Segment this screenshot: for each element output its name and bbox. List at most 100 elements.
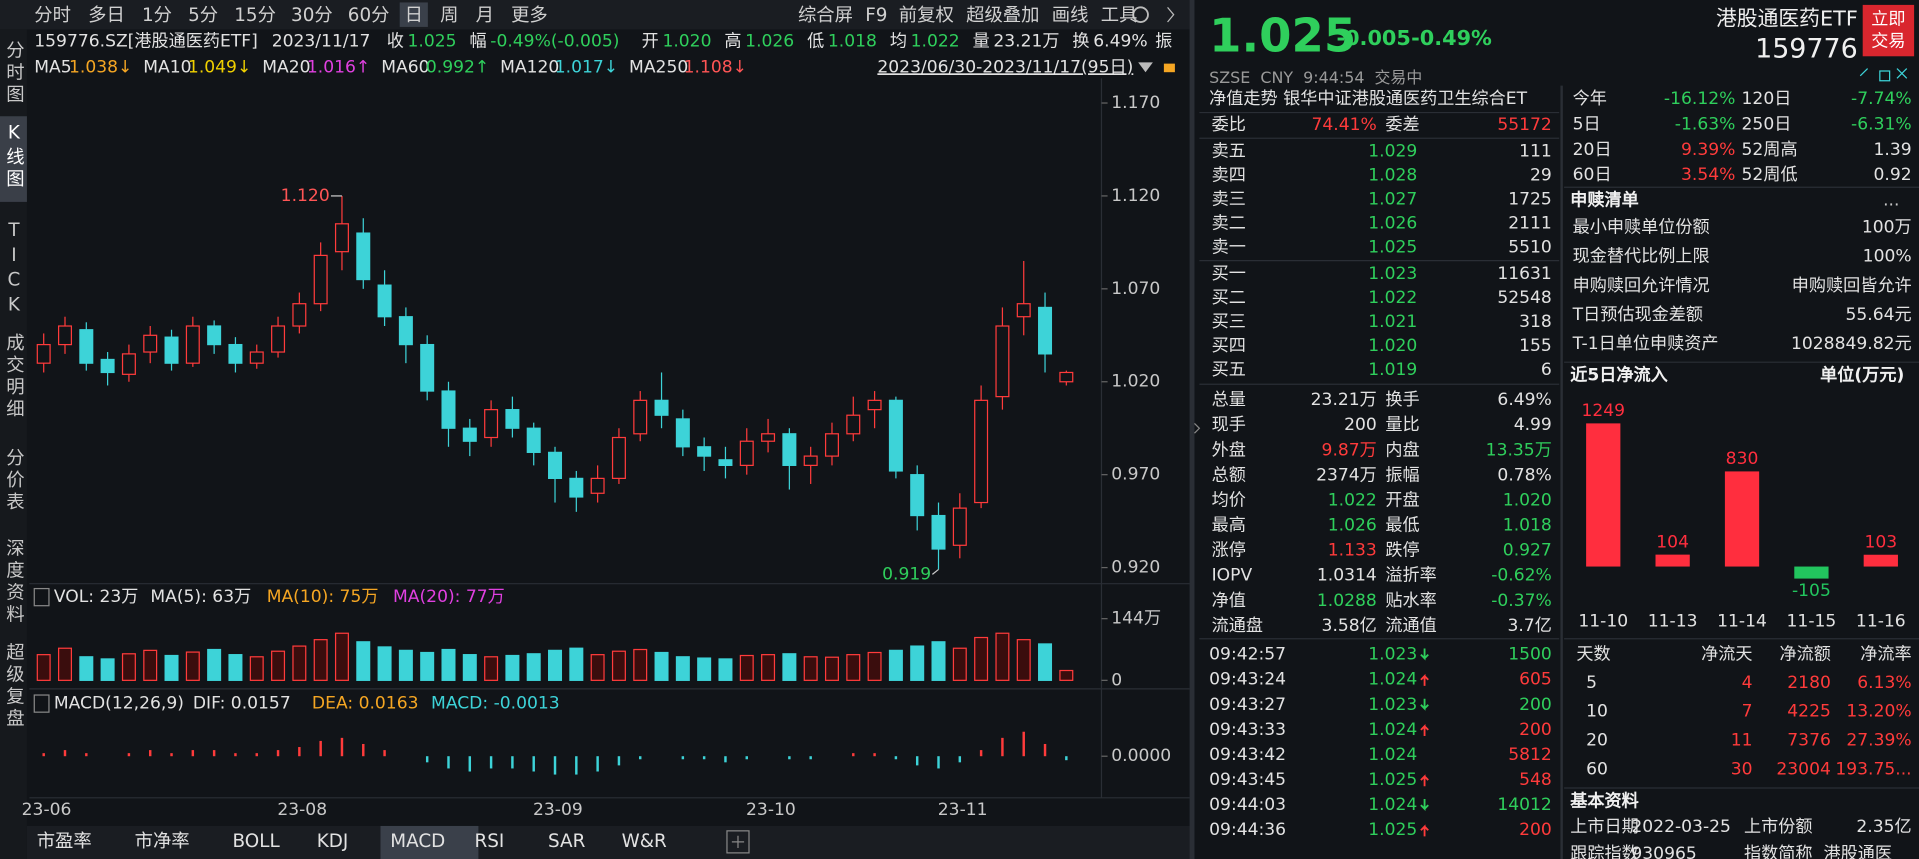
toolbar-bg bbox=[0, 0, 1190, 30]
period-tab[interactable]: 月 bbox=[476, 5, 494, 26]
sidebar-tab[interactable]: TICK bbox=[3, 220, 24, 319]
indicator-tab[interactable]: BOLL bbox=[233, 831, 281, 852]
help-icon[interactable] bbox=[33, 694, 50, 713]
candle-body bbox=[846, 414, 861, 435]
panel-icons[interactable] bbox=[1859, 68, 1908, 82]
candle-body bbox=[1016, 303, 1031, 318]
period-tab[interactable]: 1分 bbox=[142, 5, 172, 26]
ma-label: MA120 bbox=[500, 57, 559, 77]
tabs-bg bbox=[26, 825, 1190, 859]
stat-label: 内盘 bbox=[1385, 440, 1419, 460]
period-tab[interactable]: 15分 bbox=[234, 5, 276, 26]
period-tab[interactable]: 30分 bbox=[291, 5, 333, 26]
period-tab[interactable]: 周 bbox=[440, 5, 458, 26]
tool-button[interactable]: 工具 bbox=[1101, 5, 1138, 26]
stat-value: 9.87万 bbox=[1322, 440, 1377, 460]
period-tab[interactable]: 60分 bbox=[348, 5, 390, 26]
book-volume: 11631 bbox=[1497, 264, 1551, 284]
help-icon[interactable] bbox=[33, 587, 50, 607]
period-tab[interactable]: 日 bbox=[405, 5, 423, 26]
candle-body bbox=[164, 336, 179, 364]
sidebar-tab[interactable]: K线图 bbox=[3, 122, 24, 191]
table-cell: 4225 bbox=[1787, 702, 1831, 722]
info-label: 振 bbox=[1155, 32, 1172, 52]
expand-icon[interactable] bbox=[1167, 6, 1175, 23]
candle-body bbox=[143, 334, 158, 353]
perf-label: 52周高 bbox=[1742, 140, 1798, 160]
add-tab-icon[interactable] bbox=[726, 830, 750, 854]
period-tab[interactable]: 分时 bbox=[34, 5, 71, 26]
basic-value: 2.35亿 bbox=[1856, 817, 1911, 837]
trade-price: 1.025 bbox=[1368, 820, 1417, 840]
settings-icon[interactable] bbox=[1132, 6, 1149, 23]
trade-button[interactable]: 立即交易 bbox=[1870, 9, 1909, 55]
indicator-tab[interactable]: W&R bbox=[622, 831, 667, 852]
period-tab[interactable]: 多日 bbox=[88, 5, 125, 26]
volume-bar bbox=[867, 651, 882, 681]
candle-body bbox=[121, 353, 136, 375]
dropdown-icon[interactable] bbox=[1138, 62, 1153, 73]
y-tick-label: 144万 bbox=[1111, 609, 1161, 629]
book-label: 买五 bbox=[1212, 360, 1246, 380]
indicator-tab[interactable]: KDJ bbox=[317, 831, 349, 852]
period-tab[interactable]: 更多 bbox=[511, 5, 548, 26]
section-title: 申赎清单 bbox=[1570, 190, 1639, 211]
candle-body bbox=[57, 325, 73, 346]
data-label: -105 bbox=[1792, 581, 1831, 601]
x-tick-label: 11-14 bbox=[1717, 612, 1767, 632]
info-value: 6.49% bbox=[1093, 32, 1147, 52]
security-code: 159776 bbox=[1755, 34, 1858, 65]
candle-body bbox=[207, 325, 222, 346]
sidebar-tab[interactable]: 超级复盘 bbox=[3, 642, 24, 730]
creation-label: 申购赎回允许情况 bbox=[1573, 276, 1710, 296]
ma-value: 1.017↓ bbox=[555, 57, 618, 77]
creation-value: 1028849.82元 bbox=[1791, 334, 1912, 354]
volume-bar bbox=[910, 645, 925, 681]
stat-value: 2374万 bbox=[1316, 465, 1377, 485]
nav-title[interactable]: 净值走势 银华中证港股通医药卫生综合ET bbox=[1209, 89, 1527, 109]
trade-volume: 200 bbox=[1519, 820, 1552, 840]
book-price: 1.021 bbox=[1368, 312, 1417, 332]
trade-price: 1.024 bbox=[1368, 745, 1417, 765]
date-range[interactable]: 2023/06/30-2023/11/17(95日) bbox=[877, 57, 1133, 77]
low-annotation: 0.919 bbox=[882, 564, 931, 584]
inflow-bar bbox=[1655, 554, 1690, 567]
tool-button[interactable]: F9 bbox=[865, 5, 887, 26]
indicator-tab[interactable]: 市净率 bbox=[135, 831, 190, 852]
sidebar-tab[interactable]: 深度资料 bbox=[3, 538, 24, 626]
indicator-tab[interactable]: RSI bbox=[474, 831, 504, 852]
trade-time: 09:43:45 bbox=[1209, 770, 1286, 790]
trade-button-text[interactable]: 立即交易 bbox=[1871, 9, 1906, 52]
period-tab[interactable]: 5分 bbox=[188, 5, 218, 26]
table-cell: 193.75... bbox=[1835, 759, 1911, 779]
indicator-tab[interactable]: SAR bbox=[548, 831, 586, 852]
row-label: 委差 bbox=[1385, 115, 1419, 135]
sidebar-tab[interactable]: 分时图 bbox=[3, 40, 24, 106]
collapse-icon[interactable] bbox=[1194, 422, 1201, 434]
tool-button[interactable]: 画线 bbox=[1052, 5, 1089, 26]
trade-button-bg[interactable] bbox=[1862, 4, 1915, 57]
book-volume: 29 bbox=[1530, 166, 1552, 186]
info-value: 1.026 bbox=[745, 32, 794, 52]
arrow-up bbox=[1420, 824, 1429, 837]
candle-body bbox=[441, 390, 456, 429]
perf-value: -1.63% bbox=[1675, 114, 1736, 134]
sidebar-tab[interactable]: 分价表 bbox=[3, 448, 24, 514]
indicator-tab[interactable]: MACD bbox=[390, 831, 445, 852]
lock-icon[interactable] bbox=[1163, 63, 1175, 73]
volume-bar bbox=[377, 646, 392, 681]
tool-button[interactable]: 前复权 bbox=[899, 5, 954, 26]
tool-button[interactable]: 超级叠加 bbox=[966, 5, 1039, 26]
candle-body bbox=[398, 316, 413, 346]
candle-body bbox=[526, 427, 541, 453]
info-label: 换 bbox=[1072, 32, 1089, 52]
tool-button[interactable]: 综合屏 bbox=[798, 5, 853, 26]
indicator-tab[interactable]: 市盈率 bbox=[37, 831, 92, 852]
more-link[interactable]: ... bbox=[1883, 191, 1899, 211]
sidebar-tab[interactable]: 成交明细 bbox=[3, 333, 24, 421]
volume-bar bbox=[611, 650, 626, 681]
data-label: 104 bbox=[1656, 532, 1689, 552]
